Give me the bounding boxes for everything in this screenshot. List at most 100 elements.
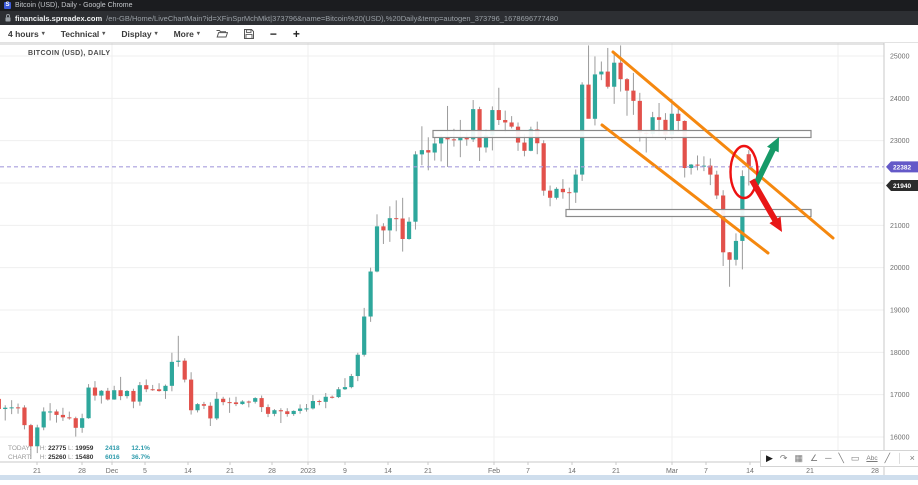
- candle-up: [240, 401, 245, 405]
- candle-down: [105, 390, 110, 400]
- pointer-tool-icon[interactable]: ▶: [766, 453, 773, 463]
- time-tick-label: 28: [268, 468, 276, 475]
- diagonal-line-tool-icon[interactable]: ╲: [838, 453, 844, 463]
- candle-down: [605, 71, 610, 87]
- delete-drawing-icon[interactable]: ×: [909, 453, 915, 463]
- candle-down: [118, 390, 123, 397]
- price-badge-value: 21940: [893, 183, 911, 190]
- candle-up: [471, 109, 476, 140]
- candle-down: [285, 411, 290, 415]
- price-tick-label: 23000: [890, 138, 910, 145]
- candle-down: [156, 389, 162, 392]
- candle-up: [349, 376, 354, 388]
- candle-down: [73, 418, 78, 428]
- candle-up: [9, 407, 14, 409]
- candle-down: [663, 119, 668, 135]
- candle-down: [721, 195, 726, 253]
- candle-down: [15, 407, 21, 409]
- menu-4-hours[interactable]: 4 hours ▾: [8, 28, 45, 39]
- trendline[interactable]: [600, 123, 770, 255]
- candle-down: [541, 143, 546, 191]
- open-folder-icon[interactable]: [216, 29, 228, 38]
- time-tick-label: 21: [226, 468, 234, 475]
- price-tick-label: 25000: [890, 54, 910, 61]
- candle-down: [131, 390, 136, 402]
- candle-down: [67, 417, 72, 419]
- candle-down: [246, 401, 251, 403]
- time-tick-label: 28: [78, 468, 86, 475]
- candle-down: [381, 226, 386, 231]
- text-tool-icon[interactable]: Abc: [866, 455, 878, 462]
- candle-up: [323, 396, 328, 402]
- candle-down: [464, 137, 469, 140]
- candle-up: [112, 390, 117, 400]
- grid-tool-icon[interactable]: ▦: [794, 453, 803, 463]
- browser-urlbar[interactable]: financials.spreadex.com/en-GB/Home/LiveC…: [0, 11, 918, 25]
- zoom-in-button[interactable]: +: [292, 26, 300, 41]
- price-tick-label: 16000: [890, 435, 910, 442]
- price-zone-rectangle[interactable]: [565, 208, 812, 218]
- candle-down: [637, 100, 642, 133]
- time-tick-label: 28: [871, 468, 879, 475]
- menu-more[interactable]: More ▾: [173, 28, 200, 39]
- menu-technical[interactable]: Technical ▾: [60, 28, 106, 39]
- candle-down: [560, 188, 565, 193]
- price-chart-canvas[interactable]: 25000 24000 23000 21000 20000 19000 18000 17000…: [0, 43, 918, 480]
- price-badge: [886, 161, 918, 173]
- candle-down: [150, 389, 155, 391]
- trendline-tool-icon[interactable]: ∠: [809, 453, 819, 463]
- save-icon[interactable]: [243, 28, 254, 39]
- candle-down: [221, 398, 226, 403]
- candle-up: [163, 385, 168, 392]
- horizontal-line-tool-icon[interactable]: ─: [825, 453, 832, 463]
- time-tick-label: 7: [704, 468, 708, 475]
- bottom-frame-strip: [0, 475, 918, 480]
- candle-up: [554, 188, 559, 198]
- time-tick-label: 2023: [300, 468, 316, 475]
- candle-up: [253, 398, 258, 402]
- candle-down: [400, 218, 405, 240]
- chart-change: 6016: [105, 454, 120, 461]
- candle-down: [92, 387, 98, 396]
- candle-down: [746, 154, 751, 167]
- candle-down: [695, 164, 700, 166]
- candle-down: [451, 139, 457, 141]
- candle-up: [374, 226, 380, 272]
- freehand-arrow-tool-icon[interactable]: ↷: [779, 453, 788, 463]
- candle-down: [144, 385, 149, 390]
- candle-down: [189, 379, 194, 411]
- price-zone-rectangle[interactable]: [432, 129, 812, 139]
- time-tick-label: 21: [612, 468, 620, 475]
- candle-down: [0, 398, 1, 409]
- candle-up: [342, 387, 348, 390]
- candlestick-chart[interactable]: 25000 24000 23000 21000 20000 19000 18000 17000…: [0, 43, 918, 480]
- candle-up: [413, 154, 418, 222]
- price-badge: [886, 180, 918, 192]
- url-domain: financials.spreadex.com: [15, 13, 103, 23]
- menu-display[interactable]: Display ▾: [121, 28, 158, 39]
- stats-row-today: TODAY: H: 22775 L: 19959 2418 12.1%: [8, 445, 150, 452]
- red-down-arrow[interactable]: [749, 178, 782, 233]
- today-change-pct: 12.1%: [131, 445, 150, 452]
- chevron-down-icon: ▾: [41, 31, 45, 37]
- line-tool-icon[interactable]: ╱: [884, 453, 891, 463]
- green-up-arrow[interactable]: [753, 137, 779, 186]
- candle-up: [701, 165, 707, 167]
- candle-up: [272, 410, 277, 414]
- highlight-ellipse[interactable]: [729, 144, 759, 200]
- instrument-label: BITCOIN (USD), DAILY: [28, 50, 111, 57]
- time-tick-label: 21: [806, 468, 814, 475]
- today-change: 2418: [105, 445, 120, 452]
- today-high: 22775: [48, 445, 67, 452]
- time-tick-label: 14: [384, 468, 392, 475]
- drawing-toolbar: ▶ ↷ ▦ ∠ ─ ╲ ▭ Abc ╱ │ ×: [760, 450, 918, 467]
- candle-down: [503, 120, 508, 123]
- price-tick-label: 21000: [890, 223, 910, 230]
- rectangle-tool-icon[interactable]: ▭: [850, 453, 860, 463]
- candle-up: [458, 137, 463, 141]
- candle-up: [419, 150, 424, 155]
- candle-up: [304, 408, 309, 410]
- trendline[interactable]: [611, 50, 835, 240]
- zoom-out-button[interactable]: −: [269, 26, 277, 41]
- candle-down: [54, 411, 59, 415]
